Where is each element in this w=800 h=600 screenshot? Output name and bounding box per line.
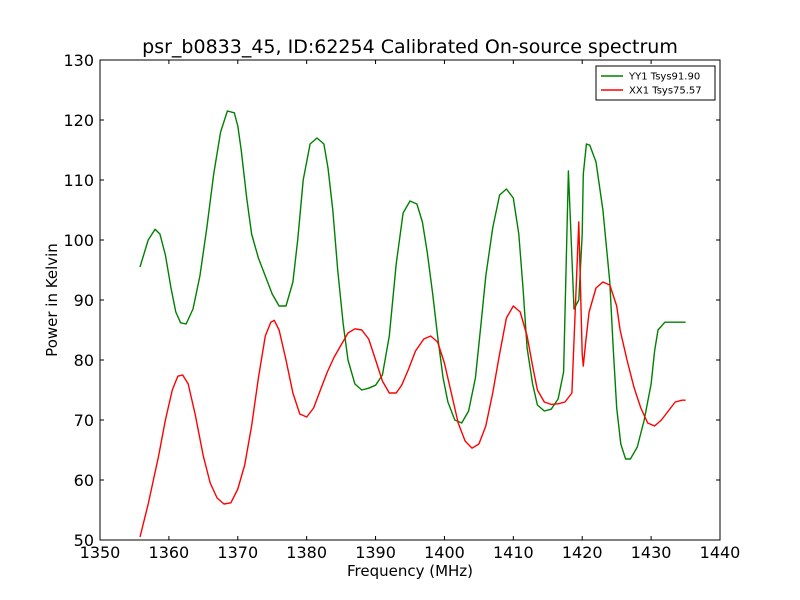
x-axis-label: Frequency (MHz) [347, 562, 473, 580]
legend-label-1: XX1 Tsys75.57 [629, 86, 702, 97]
y-tick-label: 90 [74, 291, 94, 310]
x-tick-label: 1400 [424, 543, 465, 562]
plot-area [139, 110, 686, 538]
y-tick-label: 100 [63, 231, 94, 250]
x-tick-label: 1370 [217, 543, 258, 562]
legend-label-0: YY1 Tsys91.90 [628, 72, 700, 83]
y-tick-label: 130 [63, 51, 94, 70]
chart-title: psr_b0833_45, ID:62254 Calibrated On-sou… [142, 36, 678, 58]
legend-box [595, 65, 716, 101]
series-line-0 [139, 110, 686, 460]
x-tick-label: 1360 [149, 543, 190, 562]
x-tick-label: 1410 [493, 543, 534, 562]
axes: 1350 1360 1370 1380 1390 1400 1410 1420 1430 1440… [63, 51, 740, 562]
y-tick-label: 110 [63, 171, 94, 190]
y-tick-label: 60 [74, 471, 94, 490]
x-tick-label: 1430 [631, 543, 672, 562]
x-tick-label: 1350 [80, 543, 121, 562]
x-tick-label: 1390 [355, 543, 396, 562]
x-tick-label: 1440 [700, 543, 741, 562]
x-tick-label: 1380 [286, 543, 327, 562]
series-line-1 [139, 221, 686, 538]
y-tick-label: 80 [74, 351, 94, 370]
legend: YY1 Tsys91.90 XX1 Tsys75.57 [595, 65, 716, 101]
y-tick-label: 120 [63, 111, 94, 130]
y-tick-label: 50 [74, 531, 94, 550]
y-axis-label: Power in Kelvin [43, 243, 61, 357]
y-tick-label: 70 [74, 411, 94, 430]
x-tick-label: 1420 [562, 543, 603, 562]
